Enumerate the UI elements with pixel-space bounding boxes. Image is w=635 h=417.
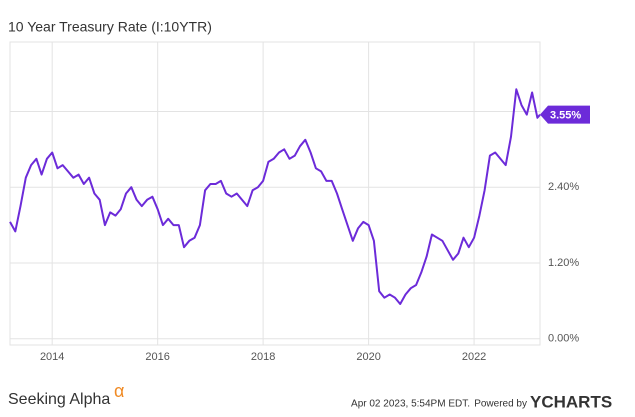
chart-title: 10 Year Treasury Rate (I:10YTR) xyxy=(8,19,212,35)
y-tick-label: 1.20% xyxy=(548,257,579,269)
x-tick-label: 2022 xyxy=(462,351,486,363)
line-series xyxy=(9,88,541,305)
x-tick-label: 2016 xyxy=(145,351,169,363)
x-tick-label: 2018 xyxy=(251,351,275,363)
timestamp: Apr 02 2023, 5:54PM EDT. xyxy=(351,399,470,410)
plot-frame xyxy=(9,41,541,346)
provider-logo: YCHARTS xyxy=(530,392,612,411)
current-value-label: 3.55% xyxy=(550,110,581,122)
current-value-badge xyxy=(540,105,590,124)
powered-by: Powered by xyxy=(474,399,527,410)
x-tick-label: 2020 xyxy=(356,351,380,363)
y-tick-label: 0.00% xyxy=(548,333,579,345)
y-tick-label: 2.40% xyxy=(548,181,579,193)
x-tick-label: 2014 xyxy=(40,351,64,363)
brand-mark: α xyxy=(114,381,124,401)
brand: Seeking Alpha xyxy=(8,391,110,408)
